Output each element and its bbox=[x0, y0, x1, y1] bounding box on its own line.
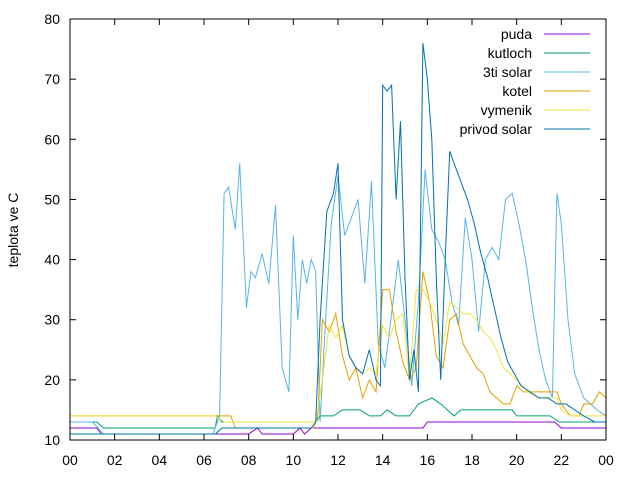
legend: puda kutloch 3ti solar kotel vymenik privod s… bbox=[460, 26, 590, 137]
legend-label: privod solar bbox=[460, 121, 533, 137]
series-line-3ti-solar bbox=[70, 163, 607, 435]
x-tick-label: 06 bbox=[196, 452, 212, 468]
x-tick-label: 02 bbox=[107, 452, 123, 468]
legend-label: 3ti solar bbox=[483, 64, 532, 80]
y-tick-label: 20 bbox=[44, 372, 60, 388]
y-tick-label: 70 bbox=[44, 71, 60, 87]
legend-label: puda bbox=[501, 26, 532, 42]
x-tick-label: 16 bbox=[420, 452, 436, 468]
y-tick-label: 80 bbox=[44, 11, 60, 27]
y-axis-title: teplota ve C bbox=[5, 193, 21, 268]
x-tick-label: 22 bbox=[554, 452, 570, 468]
legend-label: kutloch bbox=[488, 45, 532, 61]
legend-label: vymenik bbox=[481, 102, 533, 118]
series-line-privod-solar bbox=[70, 43, 606, 435]
y-tick-label: 50 bbox=[44, 191, 60, 207]
y-tick-label: 30 bbox=[44, 312, 60, 328]
x-tick-label: 00 bbox=[598, 452, 614, 468]
x-tick-label: 20 bbox=[509, 452, 525, 468]
x-tick-label: 08 bbox=[241, 452, 257, 468]
x-tick-label: 00 bbox=[62, 452, 78, 468]
y-tick-label: 60 bbox=[44, 131, 60, 147]
y-tick-label: 10 bbox=[44, 432, 60, 448]
legend-label: kotel bbox=[502, 83, 532, 99]
series-layer bbox=[70, 43, 607, 435]
x-tick-label: 14 bbox=[375, 452, 391, 468]
x-tick-label: 18 bbox=[464, 452, 480, 468]
x-tick-label: 04 bbox=[152, 452, 168, 468]
x-tick-label: 10 bbox=[286, 452, 302, 468]
y-tick-label: 40 bbox=[44, 252, 60, 268]
axis-layer: 00 02 04 06 08 10 12 14 16 18 20 22 0010203040506070… bbox=[44, 11, 614, 468]
x-tick-label: 12 bbox=[330, 452, 346, 468]
